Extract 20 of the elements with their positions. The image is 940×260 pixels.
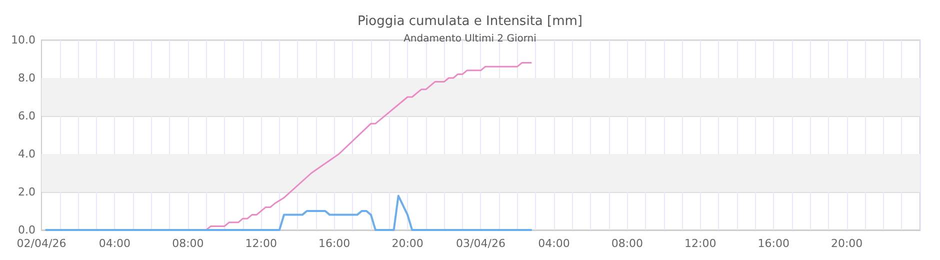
x-tick-label: 03/04/26 — [456, 237, 506, 250]
y-tick-label: 0.0 — [18, 224, 36, 236]
x-tick-label: 20:00 — [392, 237, 424, 250]
x-tick-label: 02/04/26 — [16, 237, 66, 250]
x-tick-label: 12:00 — [245, 237, 277, 250]
x-tick-label: 20:00 — [830, 237, 863, 250]
y-tick-label: 2.0 — [18, 186, 36, 198]
y-tick-label: 10.0 — [10, 34, 36, 46]
chart-title: Pioggia cumulata e Intensita [mm] — [358, 14, 582, 29]
x-tick-label: 12:00 — [684, 237, 716, 250]
x-tick-label: 08:00 — [611, 237, 644, 250]
y-tick-label: 6.0 — [18, 110, 36, 122]
x-tick-label: 16:00 — [758, 237, 790, 250]
y-tick-label: 8.0 — [18, 72, 36, 84]
x-tick-label: 04:00 — [98, 237, 131, 250]
y-tick-label: 4.0 — [18, 148, 36, 160]
x-tick-label: 08:00 — [172, 237, 204, 250]
chart-subtitle: Andamento Ultimi 2 Giorni — [404, 34, 536, 44]
x-tick-label: 16:00 — [318, 237, 350, 250]
x-tick-label: 04:00 — [538, 237, 570, 250]
